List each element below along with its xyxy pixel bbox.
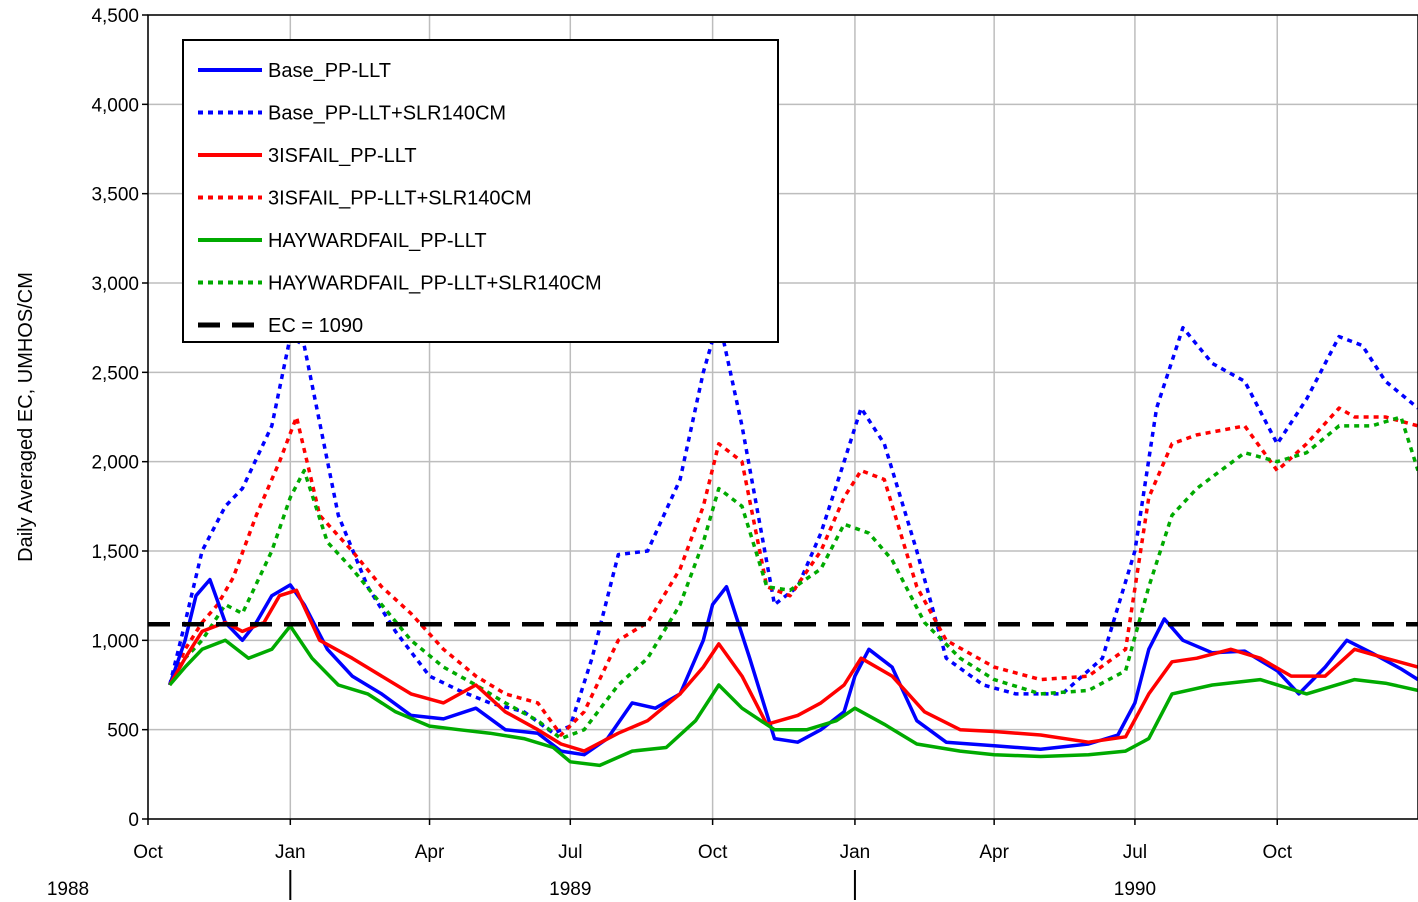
y-tick-label: 1,500 — [91, 542, 139, 563]
y-tick-label: 3,500 — [91, 185, 139, 206]
y-tick-label: 3,000 — [91, 274, 139, 295]
x-tick-label: Oct — [133, 842, 163, 863]
y-axis-label: Daily Averaged EC, UMHOS/CM — [15, 272, 37, 562]
plot-area-frame — [147, 14, 1418, 820]
y-tick-label: 0 — [128, 810, 139, 831]
x-tick-label: Jan — [275, 842, 306, 863]
x-tick-label: Oct — [1262, 842, 1292, 863]
y-tick-label: 500 — [107, 721, 139, 742]
legend-label: Base_PP-LLT+SLR140CM — [268, 103, 506, 125]
legend-label: HAYWARDFAIL_PP-LLT — [268, 230, 487, 252]
legend-box — [182, 39, 779, 343]
legend-label: EC = 1090 — [268, 315, 363, 337]
series-line-haywardfail-pp-llt-slr140cm — [168, 415, 1418, 741]
x-tick-label: Apr — [979, 842, 1009, 863]
year-label: 1988 — [47, 879, 89, 900]
year-label: 1990 — [1114, 879, 1156, 900]
x-tick-label: Jan — [840, 842, 871, 863]
x-tick-label: Jul — [558, 842, 582, 863]
axes: 0 500 1,000 1,500 2,000 2,500 3,000 3,500 4,000 4… — [47, 6, 1293, 900]
series-line-3isfail-pp-llt — [168, 588, 1418, 753]
legend-label: Base_PP-LLT — [268, 60, 391, 82]
year-label: 1989 — [549, 879, 591, 900]
y-tick-label: 4,000 — [91, 95, 139, 116]
legend: Base_PP-LLT Base_PP-LLT+SLR140CM 3ISFAIL_P… — [182, 39, 779, 343]
y-tick-label: 4,500 — [91, 6, 139, 27]
x-tick-label: Oct — [698, 842, 728, 863]
x-tick-label: Apr — [415, 842, 445, 863]
x-tick-label: Jul — [1123, 842, 1147, 863]
legend-label: 3ISFAIL_PP-LLT — [268, 145, 417, 167]
series-layer — [148, 316, 1418, 768]
legend-label: HAYWARDFAIL_PP-LLT+SLR140CM — [268, 273, 602, 295]
legend-label: 3ISFAIL_PP-LLT+SLR140CM — [268, 188, 532, 210]
y-tick-label: 2,500 — [91, 363, 139, 384]
y-tick-label: 1,000 — [91, 631, 139, 652]
series-line-haywardfail-pp-llt — [168, 624, 1418, 768]
y-tick-label: 2,000 — [91, 453, 139, 474]
